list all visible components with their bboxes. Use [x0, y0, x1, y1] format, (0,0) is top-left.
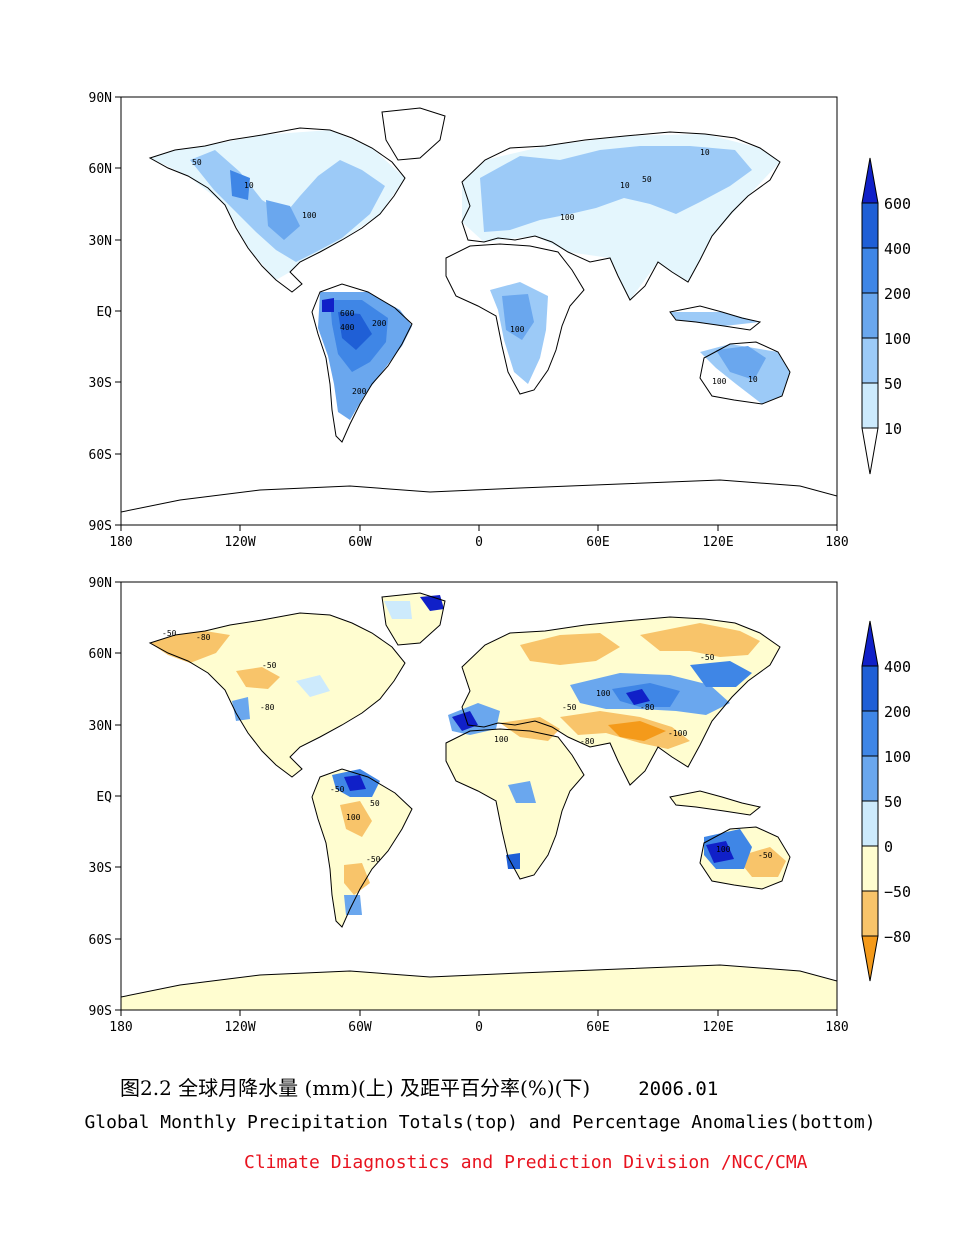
lat-tick-label: 90S [89, 1004, 112, 1019]
colorbar-level: 100 [884, 748, 911, 766]
caption-chinese-title: 图2.2 全球月降水量 (mm)(上) 及距平百分率(%)(下) [120, 1076, 591, 1100]
lat-tick-label: 30S [89, 861, 112, 876]
contour-label: 10 [700, 148, 710, 157]
contour-label: 10 [244, 181, 254, 190]
colorbar-totals [861, 157, 879, 475]
contour-label: -80 [196, 633, 211, 642]
lat-tick-label: EQ [96, 790, 112, 805]
contour-label: 100 [346, 813, 361, 822]
lon-tick-label: 180 [109, 535, 132, 550]
caption-english: Global Monthly Precipitation Totals(top)… [84, 1112, 876, 1133]
lat-tick-label: 60S [89, 448, 112, 463]
contour-label: 100 [494, 735, 509, 744]
contour-label: 200 [372, 319, 387, 328]
colorbar-level: 50 [884, 793, 902, 811]
contour-label: -50 [562, 703, 577, 712]
lon-tick-label: 60W [348, 535, 372, 550]
contour-label: -50 [758, 851, 773, 860]
lon-tick-label: 180 [825, 535, 848, 550]
colorbar-level: 400 [884, 658, 911, 676]
lon-tick-label: 180 [825, 1020, 848, 1035]
contour-label: 400 [340, 323, 355, 332]
contour-label: 10 [620, 181, 630, 190]
lat-tick-label: 90N [89, 91, 112, 106]
contour-label: -50 [700, 653, 715, 662]
lat-tick-label: 90S [89, 519, 112, 534]
colorbar-level: 0 [884, 838, 893, 856]
contour-label: 100 [560, 213, 575, 222]
lon-tick-label: 60E [586, 535, 609, 550]
caption-chinese: 图2.2 全球月降水量 (mm)(上) 及距平百分率(%)(下) 2006.01 [120, 1072, 718, 1101]
lon-tick-label: 0 [475, 535, 483, 550]
contour-label: 100 [716, 845, 731, 854]
contour-label: -80 [580, 737, 595, 746]
colorbar-level: −80 [884, 928, 911, 946]
contour-label: 100 [712, 377, 727, 386]
contour-label: 600 [340, 309, 355, 318]
lat-tick-label: 30S [89, 376, 112, 391]
contour-label: -50 [366, 855, 381, 864]
lon-tick-label: 60W [348, 1020, 372, 1035]
contour-label: -50 [330, 785, 345, 794]
lon-tick-label: 60E [586, 1020, 609, 1035]
lon-tick-label: 180 [109, 1020, 132, 1035]
lat-tick-label: 30N [89, 234, 112, 249]
totals-map-svg: 50 10 100 600 400 200 200 100 10 50 100 … [89, 91, 912, 550]
contour-label: 100 [510, 325, 525, 334]
anomalies-map-svg: -50 -80 -50 -80 -50 50 100 -50 100 -80 -… [89, 576, 912, 1035]
contour-label: 50 [642, 175, 652, 184]
lon-tick-label: 120E [702, 1020, 733, 1035]
contour-label: 10 [748, 375, 758, 384]
contour-label: 100 [596, 689, 611, 698]
lat-tick-label: 30N [89, 719, 112, 734]
map-panel-totals: 50 10 100 600 400 200 200 100 10 50 100 … [0, 0, 960, 560]
contour-label: 200 [352, 387, 367, 396]
contour-label: -50 [162, 629, 177, 638]
lon-tick-label: 0 [475, 1020, 483, 1035]
contour-label: -100 [668, 729, 687, 738]
map-panel-anomalies: -50 -80 -50 -80 -50 50 100 -50 100 -80 -… [0, 560, 960, 1060]
caption-credit: Climate Diagnostics and Prediction Divis… [244, 1152, 808, 1173]
lon-tick-label: 120W [224, 535, 255, 550]
contour-label: -80 [260, 703, 275, 712]
colorbar-level: 400 [884, 240, 911, 258]
colorbar-level: 200 [884, 703, 911, 721]
colorbar-level: −50 [884, 883, 911, 901]
colorbar-level: 50 [884, 375, 902, 393]
contour-label: 100 [302, 211, 317, 220]
contour-label: -80 [640, 703, 655, 712]
lon-tick-label: 120W [224, 1020, 255, 1035]
lat-tick-label: 60S [89, 933, 112, 948]
caption-date: 2006.01 [638, 1078, 719, 1100]
colorbar-level: 600 [884, 195, 911, 213]
lon-tick-label: 120E [702, 535, 733, 550]
colorbar-level: 200 [884, 285, 911, 303]
lat-tick-label: 60N [89, 647, 112, 662]
contour-label: 50 [370, 799, 380, 808]
lat-tick-label: EQ [96, 305, 112, 320]
lat-tick-label: 60N [89, 162, 112, 177]
colorbar-level: 10 [884, 420, 902, 438]
contour-label: 50 [192, 158, 202, 167]
lat-tick-label: 90N [89, 576, 112, 591]
colorbar-anomalies [861, 620, 879, 982]
colorbar-level: 100 [884, 330, 911, 348]
contour-label: -50 [262, 661, 277, 670]
